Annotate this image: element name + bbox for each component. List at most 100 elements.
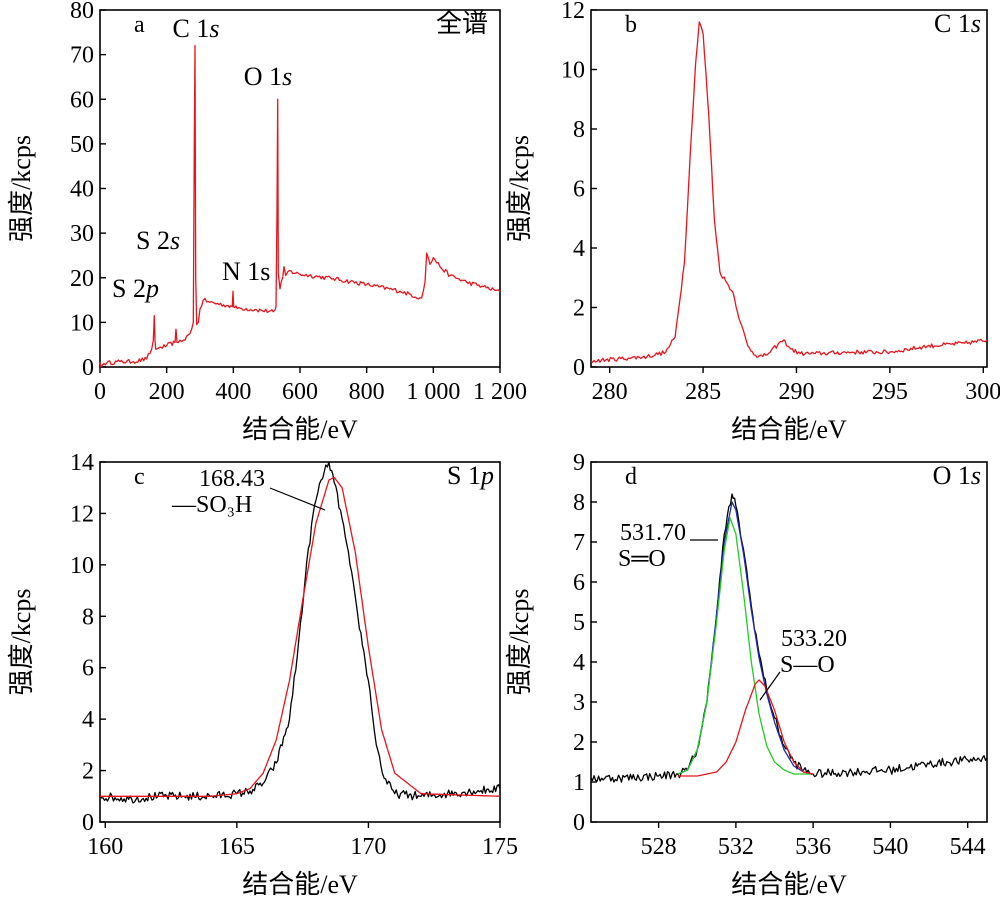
x-tick-label: 175 [482, 834, 518, 860]
y-tick-label: 4 [82, 707, 94, 733]
y-tick-label: 5 [573, 610, 585, 636]
y-axis-label: 强度/kcps [505, 589, 534, 696]
x-tick-label: 300 [965, 379, 1000, 405]
series-line-533.20 [677, 679, 814, 777]
panel-d: 0 1 2 3 4 5 6 7 8 9 528 532 536 540 544 结合能/eV 强度/kcps d O… [505, 450, 988, 899]
x-tick-label: 400 [215, 379, 251, 405]
x-tick-label: 290 [778, 379, 814, 405]
y-tick-label: 0 [82, 355, 94, 381]
x-tick-label: 1 000 [406, 379, 460, 405]
x-tick-label: 200 [149, 379, 185, 405]
peak-label-main: N 1s [222, 257, 270, 286]
x-axis-label: 结合能/eV [731, 870, 847, 899]
x-tick-label: 170 [350, 834, 386, 860]
y-tick-label: 0 [573, 355, 585, 381]
panel-title: C 1s [934, 9, 981, 38]
panel-letter: d [625, 464, 637, 490]
panel-title-italic: s [971, 9, 981, 38]
x-tick-label: 295 [872, 379, 908, 405]
y-axis-label: 强度/kcps [7, 589, 36, 696]
x-tick-label: 528 [641, 834, 677, 860]
x-tick-label: 540 [872, 834, 908, 860]
peak-label-main: C 1 [173, 14, 210, 43]
panel-letter: a [134, 12, 145, 38]
y-tick-label: 10 [70, 553, 94, 579]
y-tick-label: 8 [573, 117, 585, 143]
y-tick-label: 6 [573, 570, 585, 596]
y-tick-label: 40 [70, 177, 94, 203]
plot-frame [99, 461, 501, 823]
panel-c: 0 2 4 6 8 10 12 14 160 165 170 175 结合能/eV 强度/kcps c S 1… [7, 450, 518, 899]
x-tick-label: 800 [349, 379, 385, 405]
y-tick-label: 8 [573, 490, 585, 516]
x-tick-label: 280 [592, 379, 628, 405]
peak-label-main: S 2 [136, 226, 170, 255]
peak-label-italic: s [170, 226, 180, 255]
y-tick-label: 3 [573, 690, 585, 716]
y-tick-label: 7 [573, 530, 585, 556]
plot-frame [99, 9, 501, 368]
panel-title: 全谱 [436, 9, 488, 38]
y-tick-label: 50 [70, 132, 94, 158]
functional-group-label: —SO₃H [171, 492, 252, 518]
plot-frame [590, 9, 988, 368]
y-tick-label: 8 [82, 604, 94, 630]
peak-label-italic: s [282, 62, 292, 91]
y-tick-label: 2 [573, 730, 585, 756]
x-tick-label: 600 [282, 379, 318, 405]
y-tick-label: 30 [70, 221, 94, 247]
peak-position-label: 531.70 [620, 520, 686, 546]
x-tick-label: 1 200 [473, 379, 527, 405]
peak-label: S 2s [136, 226, 180, 255]
y-tick-label: 4 [573, 236, 585, 262]
y-tick-label: 2 [82, 759, 94, 785]
peak-position-label: 168.43 [199, 466, 265, 492]
x-tick-label: 544 [950, 834, 986, 860]
y-tick-label: 80 [70, 0, 94, 24]
y-tick-label: 6 [573, 177, 585, 203]
peak-position-label: 533.20 [781, 626, 847, 652]
x-tick-label: 165 [219, 834, 255, 860]
y-tick-label: 14 [70, 450, 94, 476]
y-axis-label: 强度/kcps [7, 135, 36, 242]
y-tick-label: 70 [70, 43, 94, 69]
panel-title: S 1p [447, 461, 494, 490]
series-line-fit [100, 476, 501, 797]
panel-title-main: C 1 [934, 9, 971, 38]
y-tick-label: 6 [82, 656, 94, 682]
y-tick-label: 0 [573, 810, 585, 836]
functional-group-label: S═O [618, 546, 666, 572]
plot-frame [590, 461, 988, 823]
annotation-leader-line [759, 671, 781, 701]
series-line-raw [99, 461, 501, 804]
peak-label-main: S 2 [112, 274, 146, 303]
panel-letter: c [134, 464, 145, 490]
panel-b: 0 2 4 6 8 10 12 280 285 290 295 300 结合能/eV 强度/kcps b C … [505, 0, 1000, 444]
peak-label-main: O 1 [244, 62, 282, 91]
y-tick-label: 9 [573, 450, 585, 476]
panel-title-italic: s [971, 461, 981, 490]
y-tick-label: 1 [573, 770, 585, 796]
peak-label: S 2p [112, 274, 159, 303]
y-tick-label: 20 [70, 266, 94, 292]
peak-label-italic: s [209, 14, 219, 43]
panel-letter: b [625, 12, 637, 38]
series-line-spectrum [590, 21, 988, 363]
panel-title-main: S 1 [447, 461, 481, 490]
panel-title: O 1s [933, 461, 981, 490]
series-line-spectrum [99, 45, 501, 368]
y-tick-label: 0 [82, 810, 94, 836]
peak-label: C 1s [173, 14, 220, 43]
x-tick-label: 0 [94, 379, 106, 405]
x-tick-label: 160 [87, 834, 123, 860]
y-tick-label: 12 [561, 0, 585, 24]
x-axis-label: 结合能/eV [242, 415, 358, 444]
y-tick-label: 60 [70, 87, 94, 113]
x-axis-label: 结合能/eV [242, 870, 358, 899]
x-axis-label: 结合能/eV [731, 415, 847, 444]
x-tick-label: 532 [718, 834, 754, 860]
y-tick-label: 10 [561, 58, 585, 84]
y-tick-label: 4 [573, 650, 585, 676]
